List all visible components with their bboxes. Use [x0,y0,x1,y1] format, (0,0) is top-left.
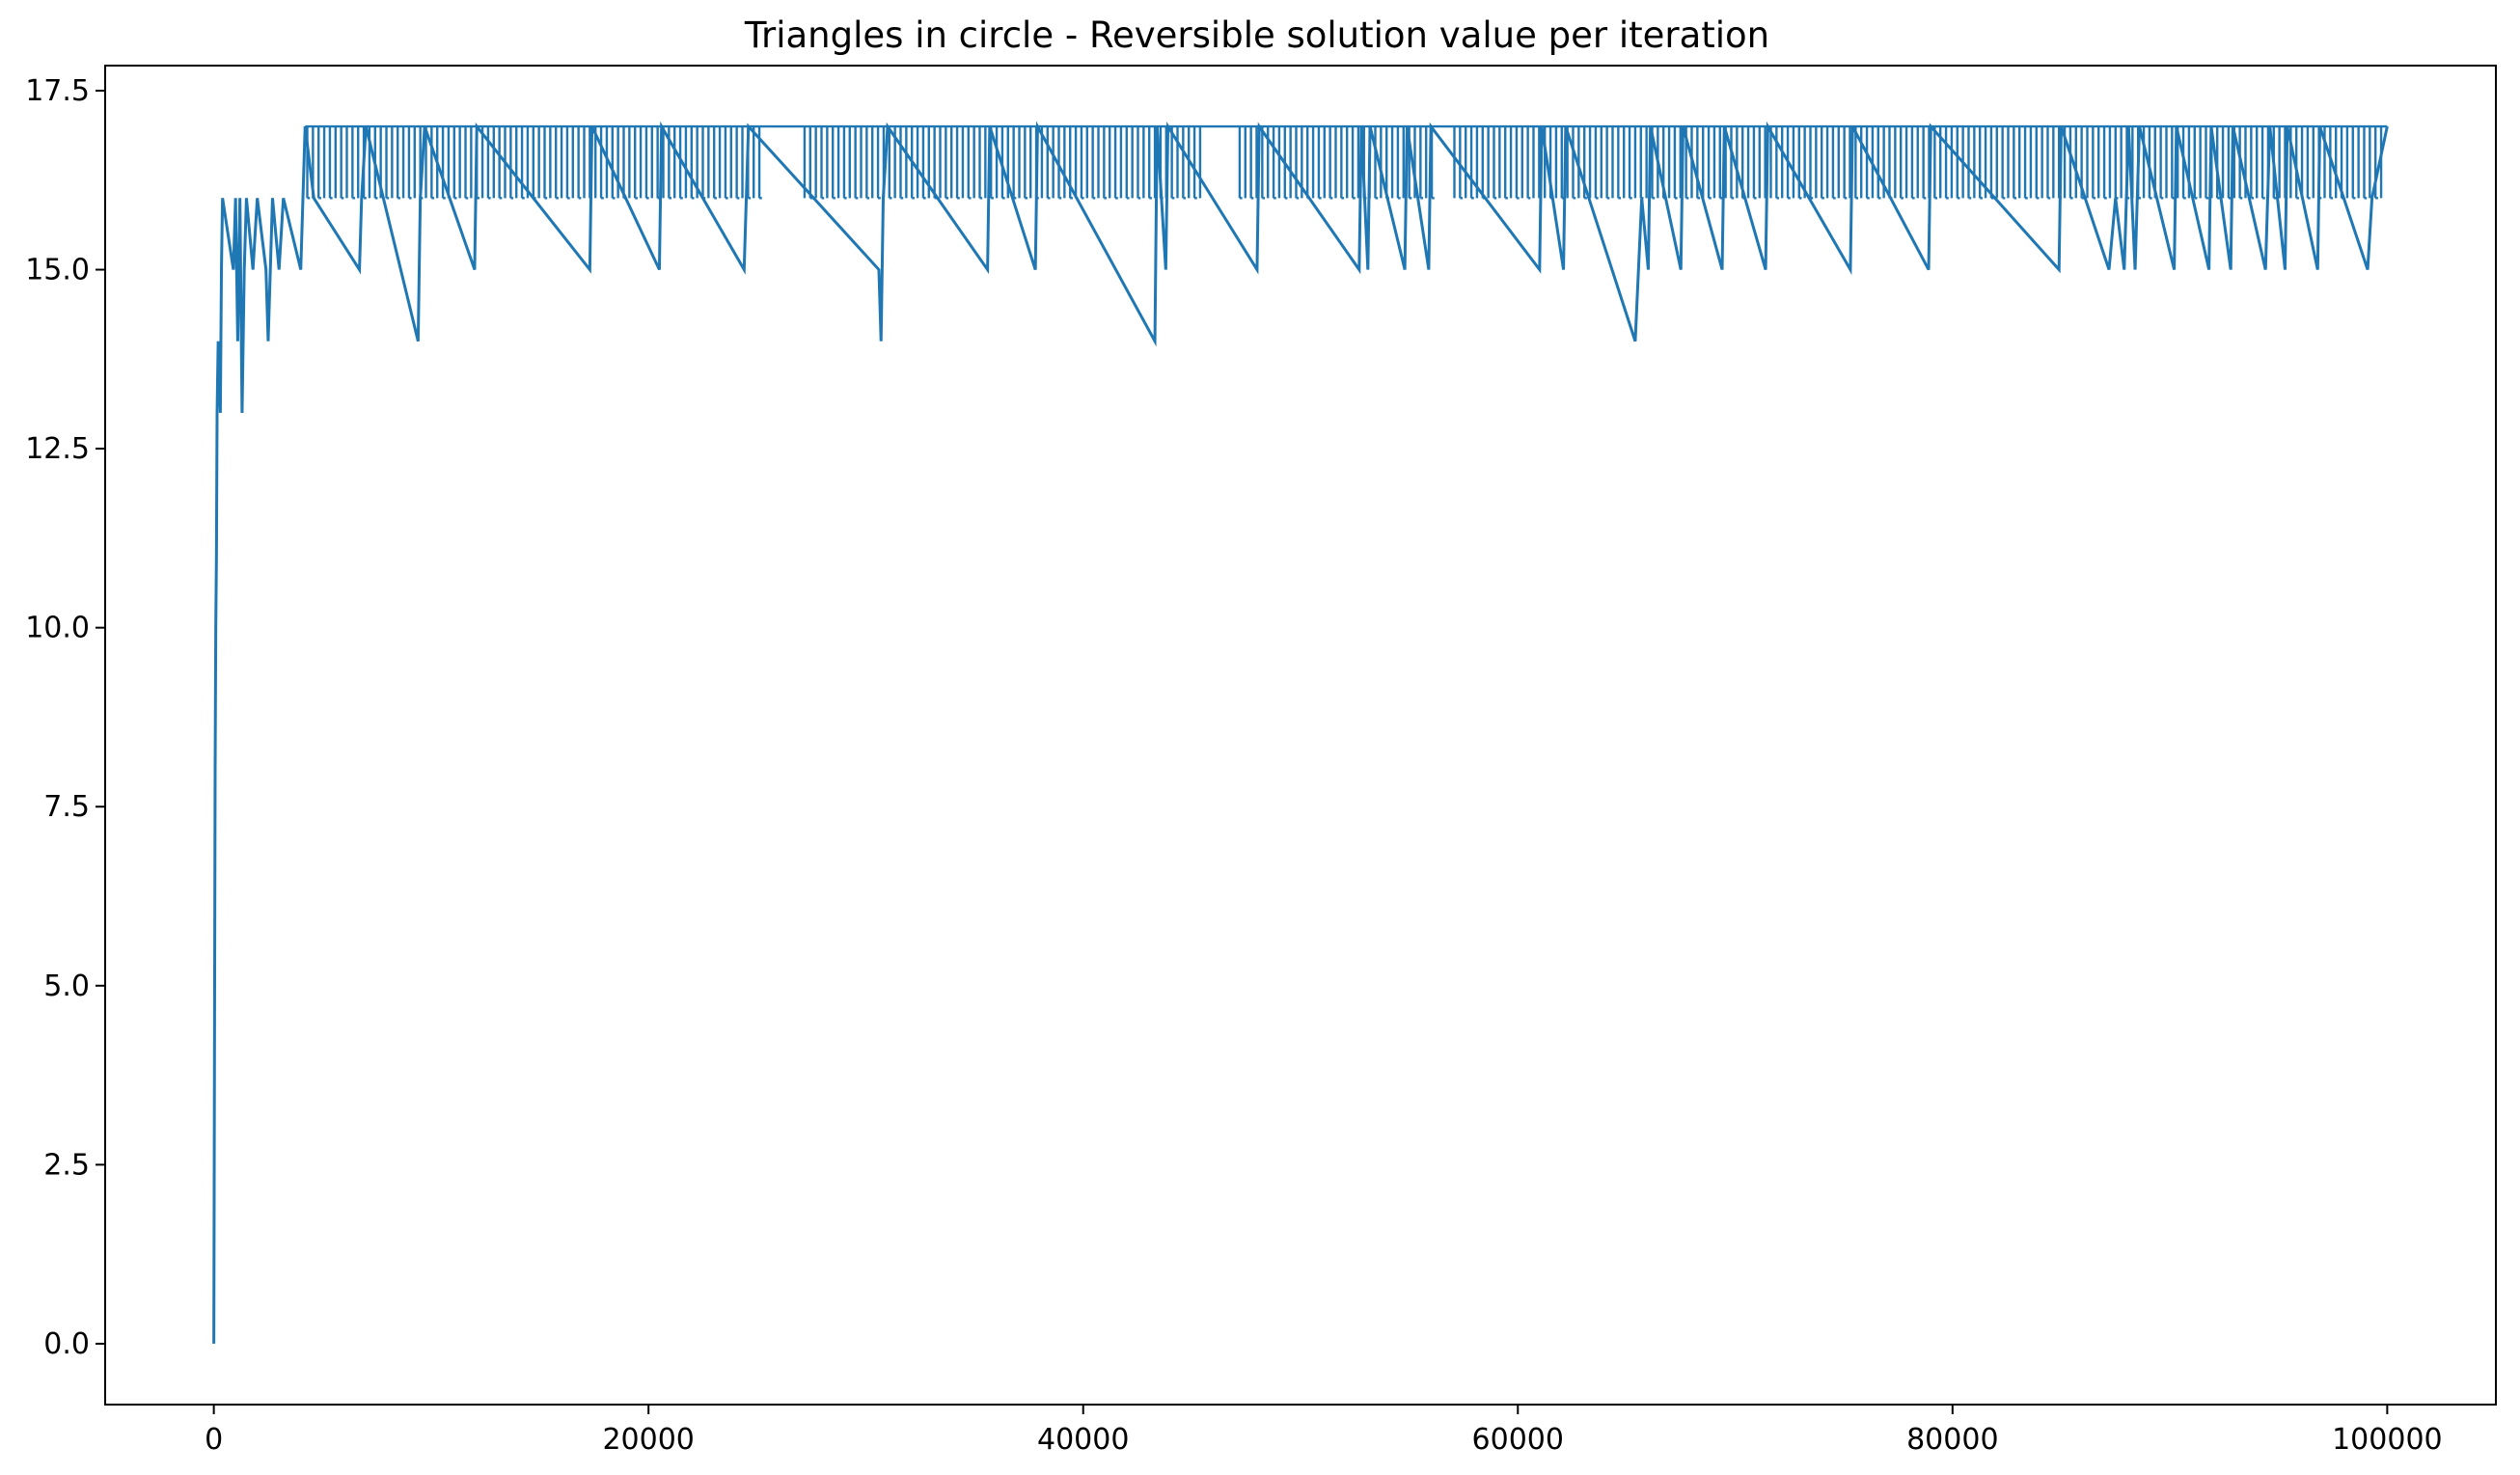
y-tick-label: 15.0 [25,254,90,287]
x-tick-label: 80000 [1906,1423,1998,1457]
x-tick-label: 60000 [1472,1423,1564,1457]
axes-frame [104,65,2497,1406]
x-tick-label: 20000 [602,1423,694,1457]
y-tick-label: 12.5 [25,432,90,466]
ticks: 0.0 2.5 5.0 7.5 10.0 12.5 15.0 17.5 0 20000 40000 6… [25,74,2442,1457]
y-tick-label: 17.5 [25,74,90,108]
x-tick-label: 0 [205,1423,223,1457]
y-tick-label: 5.0 [43,970,90,1003]
x-tick-label: 100000 [2332,1423,2443,1457]
y-tick-label: 7.5 [43,790,90,824]
x-tick-label: 40000 [1037,1423,1129,1457]
y-tick-label: 10.0 [25,612,90,645]
y-tick-label: 2.5 [43,1148,90,1182]
y-tick-label: 0.0 [43,1327,90,1361]
series-oscillation-0 [305,124,2388,200]
chart-title: Triangles in circle - Reversible solutio… [744,14,1769,56]
plot-area [212,121,2389,1344]
